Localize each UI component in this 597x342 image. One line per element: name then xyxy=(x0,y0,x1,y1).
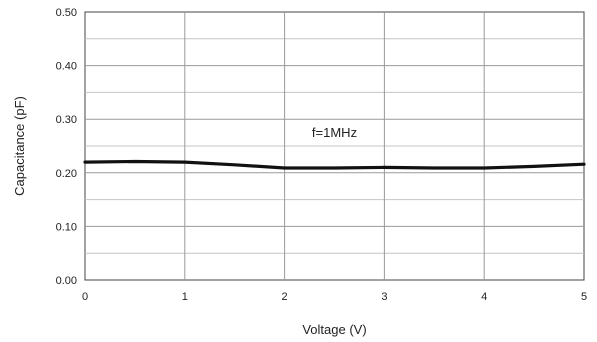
y-tick-label: 0.30 xyxy=(56,114,77,126)
x-tick-label: 1 xyxy=(182,291,188,303)
y-axis-label: Capacitance (pF) xyxy=(12,96,27,196)
series-line xyxy=(83,159,586,170)
x-axis-label: Voltage (V) xyxy=(302,322,366,337)
frequency-annotation: f=1MHz xyxy=(312,125,357,140)
series-layer xyxy=(83,159,586,170)
x-tick-label: 2 xyxy=(282,291,288,303)
y-tick-labels: 0.00 0.10 0.20 0.30 0.40 0.50 xyxy=(56,7,77,287)
x-tick-label: 0 xyxy=(82,291,88,303)
y-tick-label: 0.10 xyxy=(56,221,77,233)
x-tick-label: 3 xyxy=(381,291,387,303)
x-tick-label: 5 xyxy=(581,291,587,303)
y-tick-label: 0.50 xyxy=(56,7,77,19)
x-tick-labels: 0 1 2 3 4 5 xyxy=(82,291,587,303)
y-tick-label: 0.00 xyxy=(56,275,77,287)
x-tick-label: 4 xyxy=(481,291,487,303)
grid xyxy=(84,11,585,281)
y-tick-label: 0.40 xyxy=(56,61,77,73)
y-tick-label: 0.20 xyxy=(56,168,77,180)
